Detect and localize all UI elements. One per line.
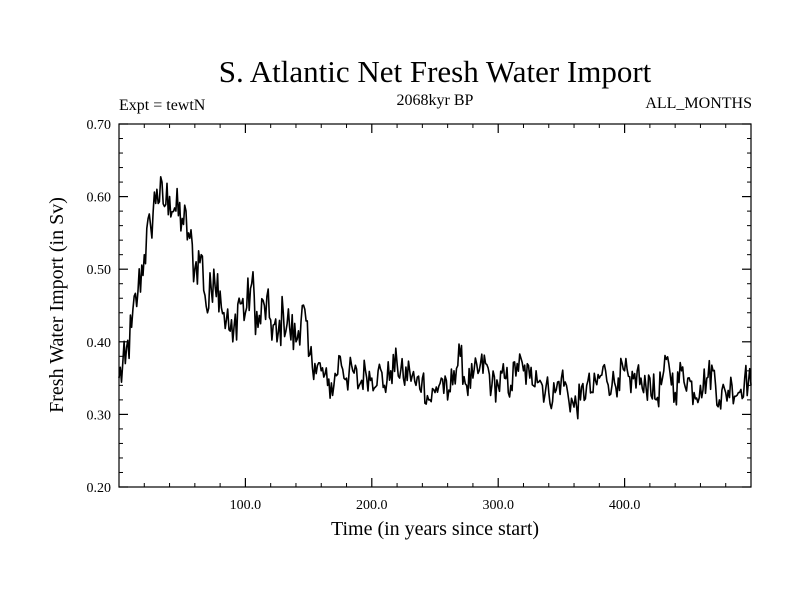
date-label: 2068kyr BP <box>397 92 474 109</box>
x-tick-label: 400.0 <box>609 498 641 513</box>
x-axis-label: Time (in years since start) <box>331 518 539 540</box>
plot-frame <box>118 123 752 488</box>
y-tick-label: 0.20 <box>87 481 112 496</box>
y-tick-label: 0.50 <box>87 263 112 278</box>
y-tick-label: 0.60 <box>87 191 112 206</box>
experiment-label: Expt = tewtN <box>119 97 206 114</box>
y-axis-ticks: 0.20 0.30 0.40 0.50 0.60 0.70 <box>87 118 751 496</box>
series-line <box>118 176 752 420</box>
y-axis-label: Fresh Water Import (in Sv) <box>46 197 68 413</box>
x-axis-ticks: 100.0 200.0 300.0 400.0 <box>143 124 727 513</box>
y-tick-label: 0.70 <box>87 118 112 133</box>
months-label: ALL_MONTHS <box>645 95 752 112</box>
y-tick-label: 0.40 <box>87 336 112 351</box>
x-tick-label: 100.0 <box>230 498 262 513</box>
y-tick-label: 0.30 <box>87 408 112 423</box>
x-tick-label: 300.0 <box>482 498 514 513</box>
chart-title: S. Atlantic Net Fresh Water Import <box>219 54 652 89</box>
x-tick-label: 200.0 <box>356 498 388 513</box>
